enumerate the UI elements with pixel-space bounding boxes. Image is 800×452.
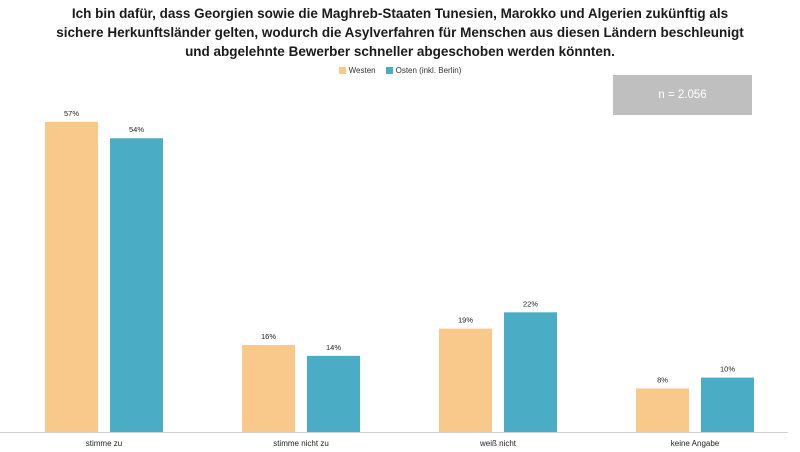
data-label-westen-1: 16% <box>261 332 276 341</box>
bar-westen-2 <box>439 328 492 432</box>
data-label-westen-0: 57% <box>64 109 79 118</box>
legend-label-westen: Westen <box>348 66 376 75</box>
chart-title: Ich bin dafür, dass Georgien sowie die M… <box>40 4 760 61</box>
legend-label-osten: Osten (inkl. Berlin) <box>395 66 462 75</box>
category-label-3: keine Angabe <box>671 439 720 448</box>
sample-size-label: n = 2.056 <box>658 89 707 101</box>
legend: Westen Osten (inkl. Berlin) <box>0 66 800 75</box>
data-label-osten-0: 54% <box>129 125 144 134</box>
bar-osten-0 <box>110 138 163 433</box>
legend-item-westen: Westen <box>338 66 376 75</box>
category-label-2: weiß nicht <box>479 439 517 448</box>
bar-westen-3 <box>636 388 689 432</box>
legend-swatch-osten <box>385 67 393 74</box>
title-line-3: und abgelehnte Bewerber schneller abgesc… <box>185 44 615 59</box>
title-line-2: sichere Herkunftsländer gelten, wodurch … <box>56 25 744 40</box>
bar-osten-1 <box>307 355 360 432</box>
data-label-westen-3: 8% <box>657 375 668 384</box>
sample-size-box: n = 2.056 <box>613 75 752 115</box>
category-label-0: stimme zu <box>86 439 122 448</box>
bar-westen-0 <box>45 121 98 433</box>
bar-osten-2 <box>504 312 557 432</box>
data-label-westen-2: 19% <box>458 316 473 325</box>
data-label-osten-1: 14% <box>326 343 341 352</box>
category-label-1: stimme nicht zu <box>273 439 329 448</box>
bar-osten-3 <box>701 377 754 432</box>
title-line-1: Ich bin dafür, dass Georgien sowie die M… <box>71 6 729 21</box>
legend-swatch-westen <box>338 67 346 74</box>
bar-westen-1 <box>242 344 295 432</box>
data-label-osten-3: 10% <box>720 365 735 374</box>
data-label-osten-2: 22% <box>523 299 538 308</box>
legend-item-osten: Osten (inkl. Berlin) <box>385 66 462 75</box>
